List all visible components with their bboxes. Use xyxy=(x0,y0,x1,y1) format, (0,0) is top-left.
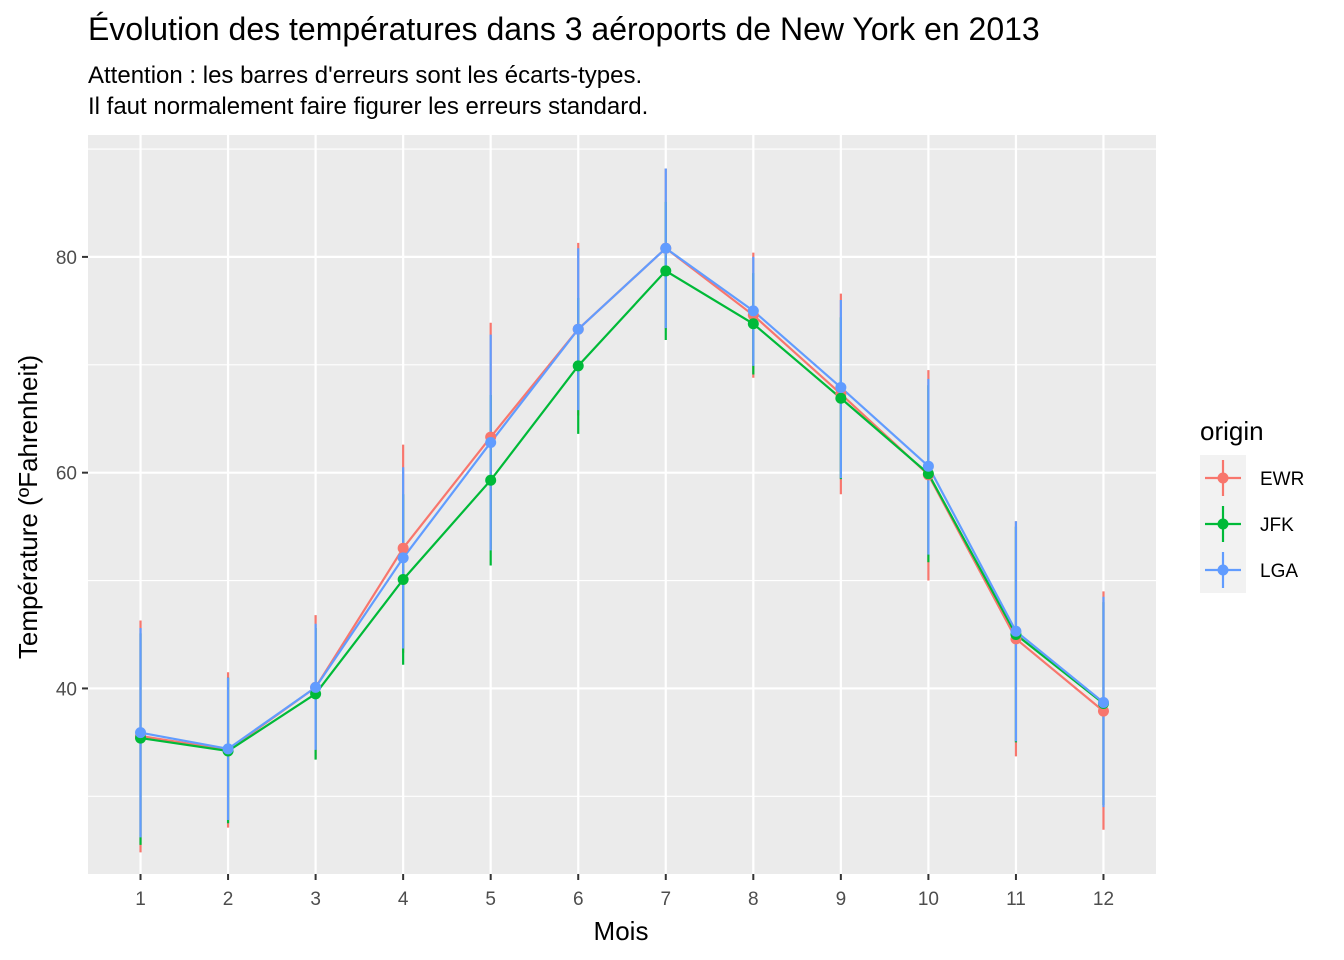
x-tick-label: 7 xyxy=(660,889,671,910)
legend-item-jfk: JFK xyxy=(1200,501,1294,547)
data-point xyxy=(135,727,147,739)
series-lga-points xyxy=(135,242,1109,755)
x-axis-title: Mois xyxy=(594,916,649,946)
legend-item-ewr: EWR xyxy=(1200,455,1304,501)
data-point xyxy=(485,436,497,448)
x-tick-label: 4 xyxy=(398,889,409,910)
x-tick-label: 12 xyxy=(1093,889,1114,910)
data-point xyxy=(572,360,584,372)
data-marks xyxy=(135,168,1109,853)
y-tick-label: 40 xyxy=(56,679,77,700)
legend-label: EWR xyxy=(1260,469,1304,490)
y-axis-title: Température (ºFahrenheit) xyxy=(13,355,43,659)
data-point xyxy=(1010,625,1022,637)
data-point xyxy=(397,573,409,585)
data-point xyxy=(572,323,584,335)
legend-item-lga: LGA xyxy=(1200,547,1298,593)
series-jfk-line xyxy=(140,269,1105,753)
legend: origin EWR JFK LGA xyxy=(1200,416,1304,593)
data-point xyxy=(747,305,759,317)
data-point xyxy=(922,460,934,472)
x-tick-label: 5 xyxy=(485,889,496,910)
data-point xyxy=(397,552,409,564)
panel-background xyxy=(88,135,1156,874)
legend-title: origin xyxy=(1200,416,1264,446)
y-tick-label: 60 xyxy=(56,464,77,485)
data-point xyxy=(310,681,322,693)
x-tick-label: 2 xyxy=(223,889,234,910)
data-point xyxy=(660,265,672,277)
plot-panel xyxy=(88,135,1156,874)
data-point xyxy=(660,242,672,254)
legend-label: LGA xyxy=(1260,561,1298,582)
x-tick-label: 11 xyxy=(1006,889,1026,910)
x-tick-label: 3 xyxy=(310,889,321,910)
legend-label: JFK xyxy=(1260,515,1294,536)
x-tick-label: 6 xyxy=(573,889,584,910)
data-point xyxy=(485,474,497,486)
data-point xyxy=(1097,696,1109,708)
data-point xyxy=(747,318,759,330)
chart-title: Évolution des températures dans 3 aéropo… xyxy=(88,11,1040,47)
chart-subtitle-line-2: Il faut normalement faire figurer les er… xyxy=(88,93,648,120)
data-point xyxy=(835,381,847,393)
legend-key-point xyxy=(1217,564,1229,576)
x-tick-label: 8 xyxy=(748,889,759,910)
y-tick-label: 80 xyxy=(56,248,77,269)
legend-key-point xyxy=(1217,518,1229,530)
series-lga-line xyxy=(140,246,1105,751)
chart-subtitle-line-1: Attention : les barres d'erreurs sont le… xyxy=(88,62,642,89)
x-tick-label: 10 xyxy=(918,889,939,910)
data-point xyxy=(922,468,934,480)
x-tick-label: 1 xyxy=(135,889,146,910)
data-point xyxy=(1097,705,1109,717)
data-point xyxy=(397,542,409,554)
data-point xyxy=(222,743,234,755)
data-point xyxy=(835,392,847,404)
x-tick-label: 9 xyxy=(836,889,847,910)
legend-key-point xyxy=(1217,472,1229,484)
